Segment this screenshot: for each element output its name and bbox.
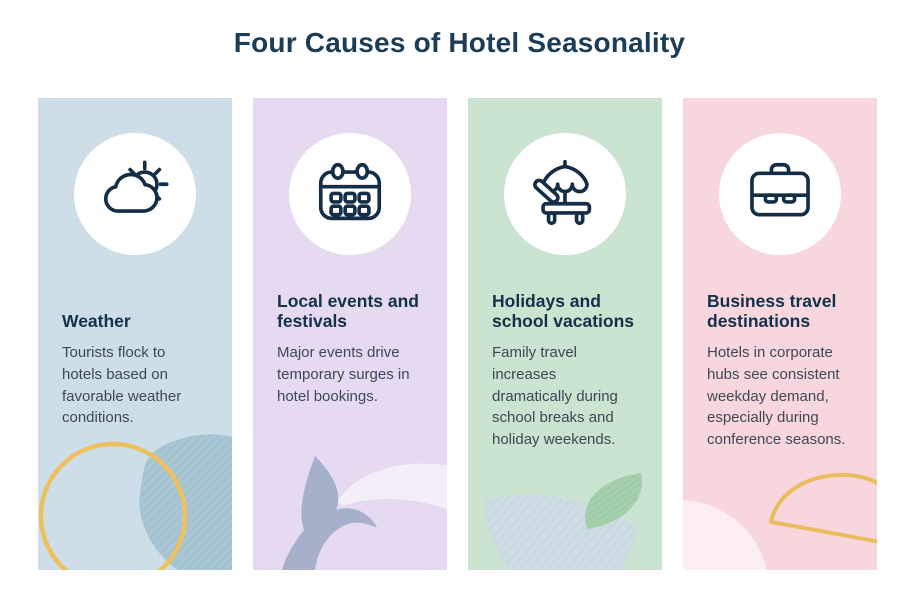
yellow-ring-decoration: [38, 441, 188, 570]
leaf-plant-shape: [282, 456, 377, 570]
yellow-dome-outline: [769, 472, 877, 544]
card-body-text: Hotels in corporate hubs see consistent …: [707, 344, 846, 448]
card-holidays: Holidays and school vacations Family tra…: [468, 98, 662, 570]
card-body-text: Tourists flock to hotels based on favora…: [62, 344, 182, 427]
card-heading-wrap: Local events and festivals: [253, 255, 447, 332]
cards-row: Weather Tourists flock to hotels based o…: [38, 98, 877, 570]
card-business-travel: Business travel destinations Hotels in c…: [683, 98, 877, 570]
card-heading-wrap: Business travel destinations: [683, 255, 877, 332]
icon-circle: [289, 133, 411, 255]
icon-circle: [504, 133, 626, 255]
holidays-card-decorations: [485, 473, 643, 570]
briefcase-icon: [750, 162, 810, 217]
beach-lounger-umbrella-icon: [533, 159, 592, 226]
icon-circle: [74, 133, 196, 255]
card-body-text: Family travel increases dramatically dur…: [492, 344, 618, 448]
sun-behind-cloud-icon: [103, 160, 169, 213]
white-crescent-shape: [337, 463, 447, 510]
card-body-text: Major events drive temporary surges in h…: [277, 344, 410, 405]
card-heading-wrap: Holidays and school vacations: [468, 255, 662, 332]
weather-card-decorations: [38, 434, 232, 570]
card-heading: Business travel destinations: [707, 290, 837, 332]
card-weather: Weather Tourists flock to hotels based o…: [38, 98, 232, 570]
page-title: Four Causes of Hotel Seasonality: [233, 27, 686, 58]
business-card-decorations: [683, 472, 877, 570]
calendar-icon: [318, 162, 382, 221]
card-heading: Weather: [62, 311, 131, 332]
green-leaf-shape: [585, 473, 643, 529]
events-card-decorations: [282, 456, 447, 570]
icon-circle: [719, 133, 841, 255]
card-heading: Holidays and school vacations: [492, 290, 634, 332]
card-heading-wrap: Weather: [38, 255, 232, 332]
card-heading: Local events and festivals: [277, 290, 419, 332]
card-local-events: Local events and festivals Major events …: [253, 98, 447, 570]
pale-blob-shape: [683, 500, 767, 570]
